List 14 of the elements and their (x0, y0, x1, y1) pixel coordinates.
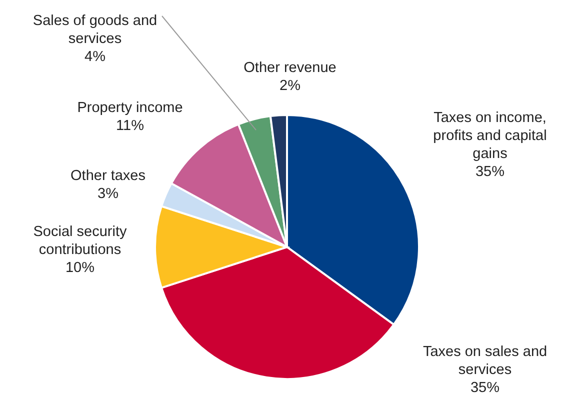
slice-label: Taxes on income, profits and capital gains (433, 110, 547, 162)
slice-label: Sales of goods and services (32, 13, 158, 47)
data-label: 35% (470, 380, 500, 396)
slice-label: Other taxes (70, 168, 146, 184)
data-label: 2% (280, 78, 301, 94)
data-label: 35% (475, 164, 505, 180)
slice-label: Property income (77, 100, 183, 116)
data-label: 11% (116, 118, 144, 134)
slice-label: Social security contributions (33, 224, 128, 258)
data-label: 10% (65, 260, 95, 276)
slice-label: Taxes on sales and services (422, 344, 548, 378)
data-label: 3% (98, 186, 119, 202)
slice-label: Other revenue (244, 60, 336, 76)
data-label: 4% (84, 49, 106, 65)
